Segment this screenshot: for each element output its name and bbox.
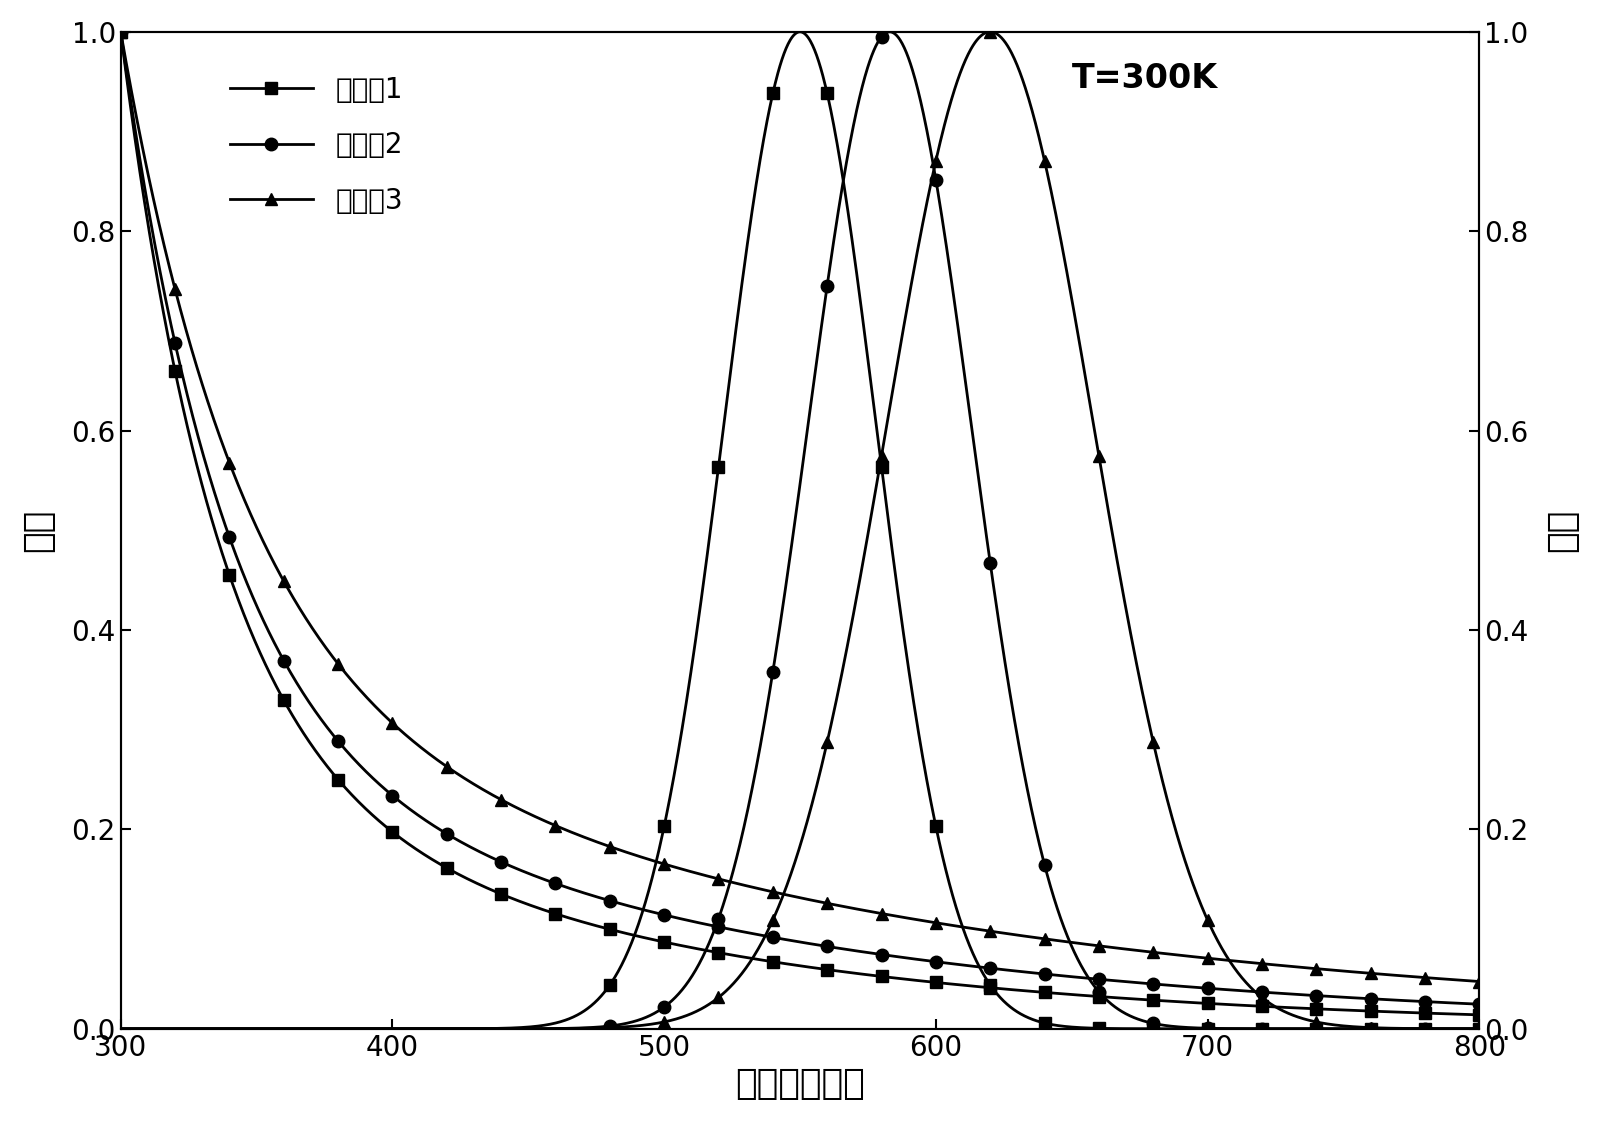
Text: T=300K: T=300K	[1072, 62, 1218, 94]
Legend: 实施例1, 实施例2, 实施例3: 实施例1, 实施例2, 实施例3	[230, 75, 403, 215]
Y-axis label: 吸收: 吸收	[21, 508, 54, 552]
Y-axis label: 荧光: 荧光	[1546, 508, 1579, 552]
X-axis label: 波长（纳米）: 波长（纳米）	[734, 1067, 866, 1101]
